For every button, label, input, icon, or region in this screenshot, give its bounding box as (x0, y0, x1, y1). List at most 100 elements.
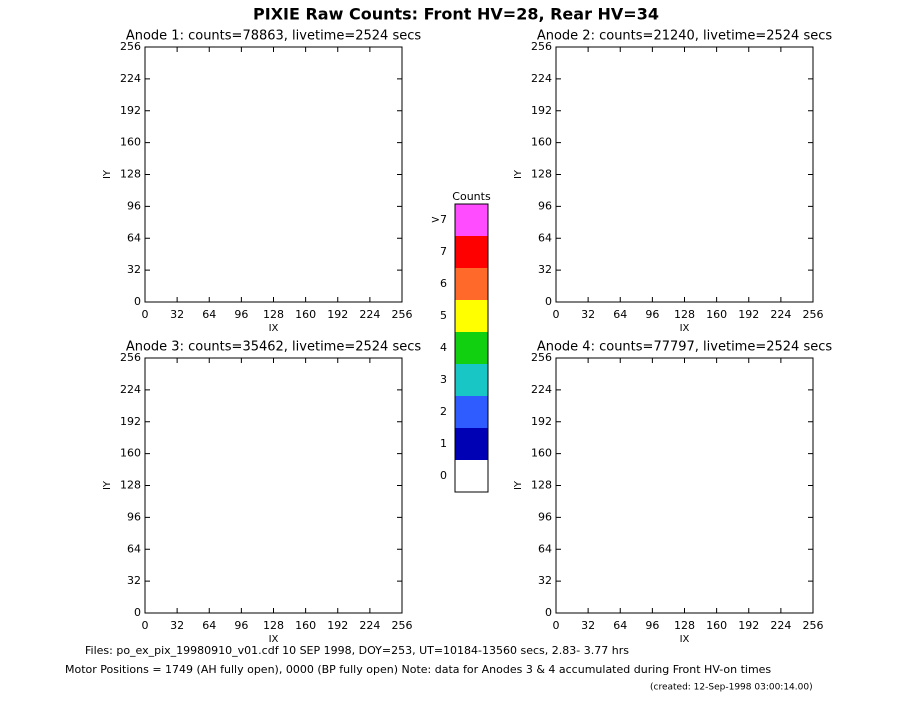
y-tick-label: 128 (531, 479, 552, 492)
colorbar-label: 5 (440, 309, 447, 322)
x-tick-label: 0 (142, 619, 149, 632)
colorbar-label: 4 (440, 341, 447, 354)
x-axis-label: IX (269, 323, 279, 334)
colorbar-label: >7 (431, 213, 447, 226)
y-tick-label: 96 (538, 199, 552, 212)
y-tick-label: 0 (545, 606, 552, 619)
y-tick-label: 224 (531, 383, 552, 396)
colorbar-swatch (455, 268, 488, 300)
y-tick-label: 32 (127, 574, 141, 587)
panel-title: Anode 3: counts=35462, livetime=2524 sec… (126, 340, 422, 355)
panel-title: Anode 1: counts=78863, livetime=2524 sec… (126, 29, 422, 44)
x-tick-label: 256 (803, 308, 824, 321)
x-axis-label: IX (269, 634, 279, 645)
y-axis-label: IY (102, 169, 113, 179)
x-tick-label: 128 (263, 619, 284, 632)
colorbar-swatch (455, 364, 488, 396)
colorbar-swatch (455, 428, 488, 460)
x-tick-label: 160 (706, 619, 727, 632)
y-tick-label: 128 (120, 479, 141, 492)
y-tick-label: 192 (120, 415, 141, 428)
y-tick-label: 64 (127, 231, 141, 244)
y-tick-label: 224 (120, 383, 141, 396)
x-tick-label: 224 (770, 308, 791, 321)
x-tick-label: 192 (738, 619, 759, 632)
x-tick-label: 32 (581, 619, 595, 632)
x-tick-label: 64 (202, 619, 216, 632)
x-tick-label: 160 (295, 308, 316, 321)
x-tick-label: 224 (359, 619, 380, 632)
y-tick-label: 128 (531, 168, 552, 181)
colorbar-swatch (455, 204, 488, 236)
y-tick-label: 192 (531, 415, 552, 428)
x-tick-label: 0 (142, 308, 149, 321)
colorbar-label: 7 (440, 245, 447, 258)
x-tick-label: 256 (392, 308, 413, 321)
footer-motor: Motor Positions = 1749 (AH fully open), … (65, 663, 771, 676)
x-tick-label: 192 (327, 308, 348, 321)
x-tick-label: 224 (770, 619, 791, 632)
y-tick-label: 160 (120, 136, 141, 149)
y-tick-label: 0 (134, 295, 141, 308)
x-tick-label: 256 (803, 619, 824, 632)
colorbar-label: 3 (440, 373, 447, 386)
colorbar-label: 6 (440, 277, 447, 290)
y-tick-label: 192 (531, 104, 552, 117)
y-axis-label: IY (102, 480, 113, 490)
x-tick-label: 96 (234, 308, 248, 321)
x-tick-label: 192 (327, 619, 348, 632)
x-tick-label: 32 (170, 308, 184, 321)
x-tick-label: 0 (553, 619, 560, 632)
y-tick-label: 32 (538, 574, 552, 587)
y-tick-label: 256 (531, 351, 552, 364)
x-tick-label: 160 (706, 308, 727, 321)
y-tick-label: 32 (538, 263, 552, 276)
colorbar-swatch (455, 300, 488, 332)
footer-created: (created: 12-Sep-1998 03:00:14.00) (650, 683, 813, 693)
x-tick-label: 128 (674, 308, 695, 321)
x-tick-label: 64 (613, 308, 627, 321)
y-tick-label: 224 (531, 72, 552, 85)
x-tick-label: 64 (613, 619, 627, 632)
y-tick-label: 96 (127, 199, 141, 212)
colorbar-label: 1 (440, 437, 447, 450)
colorbar-swatch (455, 460, 488, 492)
y-tick-label: 0 (134, 606, 141, 619)
y-tick-label: 0 (545, 295, 552, 308)
x-tick-label: 64 (202, 308, 216, 321)
y-tick-label: 224 (120, 72, 141, 85)
x-axis-label: IX (680, 323, 690, 334)
y-axis-label: IY (513, 480, 524, 490)
colorbar-swatch (455, 236, 488, 268)
footer-files: Files: po_ex_pix_19980910_v01.cdf 10 SEP… (85, 644, 629, 657)
y-tick-label: 128 (120, 168, 141, 181)
y-axis-label: IY (513, 169, 524, 179)
y-tick-label: 160 (531, 447, 552, 460)
x-tick-label: 32 (581, 308, 595, 321)
x-tick-label: 32 (170, 619, 184, 632)
x-tick-label: 128 (674, 619, 695, 632)
x-tick-label: 192 (738, 308, 759, 321)
page-title: PIXIE Raw Counts: Front HV=28, Rear HV=3… (253, 5, 659, 24)
x-tick-label: 128 (263, 308, 284, 321)
y-tick-label: 256 (120, 351, 141, 364)
y-tick-label: 32 (127, 263, 141, 276)
y-tick-label: 160 (531, 136, 552, 149)
y-tick-label: 96 (127, 510, 141, 523)
x-tick-label: 256 (392, 619, 413, 632)
x-tick-label: 96 (234, 619, 248, 632)
x-tick-label: 96 (645, 619, 659, 632)
colorbar-title: Counts (452, 190, 491, 203)
y-tick-label: 256 (531, 40, 552, 53)
x-tick-label: 0 (553, 308, 560, 321)
colorbar-swatch (455, 332, 488, 364)
y-tick-label: 64 (127, 542, 141, 555)
colorbar-frame (454, 203, 489, 493)
colorbar-swatch (455, 396, 488, 428)
panel-title: Anode 2: counts=21240, livetime=2524 sec… (537, 29, 833, 44)
x-tick-label: 224 (359, 308, 380, 321)
colorbar-label: 2 (440, 405, 447, 418)
x-tick-label: 96 (645, 308, 659, 321)
y-tick-label: 192 (120, 104, 141, 117)
